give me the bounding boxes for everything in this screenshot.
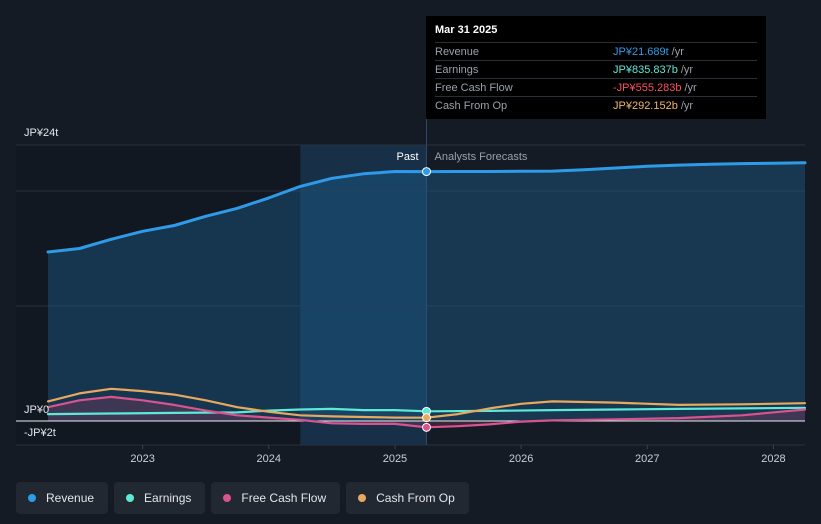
y-tick-label: JP¥0 (24, 404, 49, 416)
tooltip-value: JP¥835.837b (613, 63, 678, 76)
tooltip-row-earnings: Earnings JP¥835.837b /yr (435, 60, 757, 78)
legend-label: Cash From Op (376, 491, 455, 505)
past-highlight-region (300, 145, 427, 445)
tooltip-label: Revenue (435, 45, 480, 58)
series-line-cash-from-op (46, 387, 807, 419)
legend-item-free-cash-flow[interactable]: Free Cash Flow (211, 482, 341, 514)
legend-dot-icon (223, 494, 232, 502)
y-tick-label: JP¥24t (24, 127, 58, 139)
tooltip-label: Free Cash Flow (435, 81, 513, 94)
series-line-earnings (46, 406, 807, 416)
x-tick-label: 2023 (130, 453, 154, 465)
legend-dot-icon (126, 494, 135, 502)
series-line-free-cash-flow (46, 395, 807, 429)
tooltip-label: Cash From Op (435, 99, 508, 112)
legend-label: Free Cash Flow (241, 491, 327, 505)
legend-item-cash-from-op[interactable]: Cash From Op (346, 482, 469, 514)
tooltip-panel: Mar 31 2025 Revenue JP¥21.689t /yr Earni… (426, 16, 766, 119)
tooltip-row-free-cash-flow: Free Cash Flow -JP¥555.283b /yr (435, 78, 757, 96)
x-tick-label: 2024 (257, 453, 281, 465)
past-region (16, 145, 301, 445)
legend-dot-icon (358, 494, 367, 502)
x-tick-label: 2025 (383, 453, 407, 465)
marker-revenue (422, 167, 431, 177)
tooltip-unit: /yr (680, 99, 694, 112)
x-tick-label: 2026 (509, 453, 533, 465)
legend-item-earnings[interactable]: Earnings (114, 482, 206, 514)
legend-item-revenue[interactable]: Revenue (16, 482, 109, 514)
tooltip-value: -JP¥555.283b (613, 81, 682, 94)
y-tick-label: -JP¥2t (24, 427, 56, 439)
legend-label: Earnings (144, 491, 192, 505)
past-label: Past (396, 151, 418, 163)
x-tick-label: 2027 (635, 453, 659, 465)
legend-dot-icon (28, 494, 36, 502)
tooltip-label: Earnings (435, 63, 479, 76)
tooltip-unit: /yr (680, 63, 694, 76)
revenue-area (48, 162, 805, 422)
forecast-label: Analysts Forecasts (435, 151, 528, 163)
tooltip-value: JP¥21.689t (613, 45, 669, 58)
tooltip-row-revenue: Revenue JP¥21.689t /yr (435, 42, 757, 60)
legend: Revenue Earnings Free Cash Flow Cash Fro… (16, 482, 469, 514)
tooltip-unit: /yr (684, 81, 697, 94)
tooltip-date: Mar 31 2025 (435, 24, 498, 36)
marker-cash-from-op (422, 413, 431, 423)
legend-label: Revenue (46, 491, 95, 505)
chart-canvas: Past Analysts Forecasts JP¥24t JP¥0 -JP¥2t 20… (16, 119, 807, 465)
marker-free-cash-flow (422, 422, 431, 432)
tooltip-row-cash-from-op: Cash From Op JP¥292.152b /yr (435, 96, 757, 114)
tooltip-value: JP¥292.152b (613, 99, 678, 112)
x-tick-label: 2028 (761, 453, 785, 465)
tooltip-unit: /yr (671, 45, 684, 58)
